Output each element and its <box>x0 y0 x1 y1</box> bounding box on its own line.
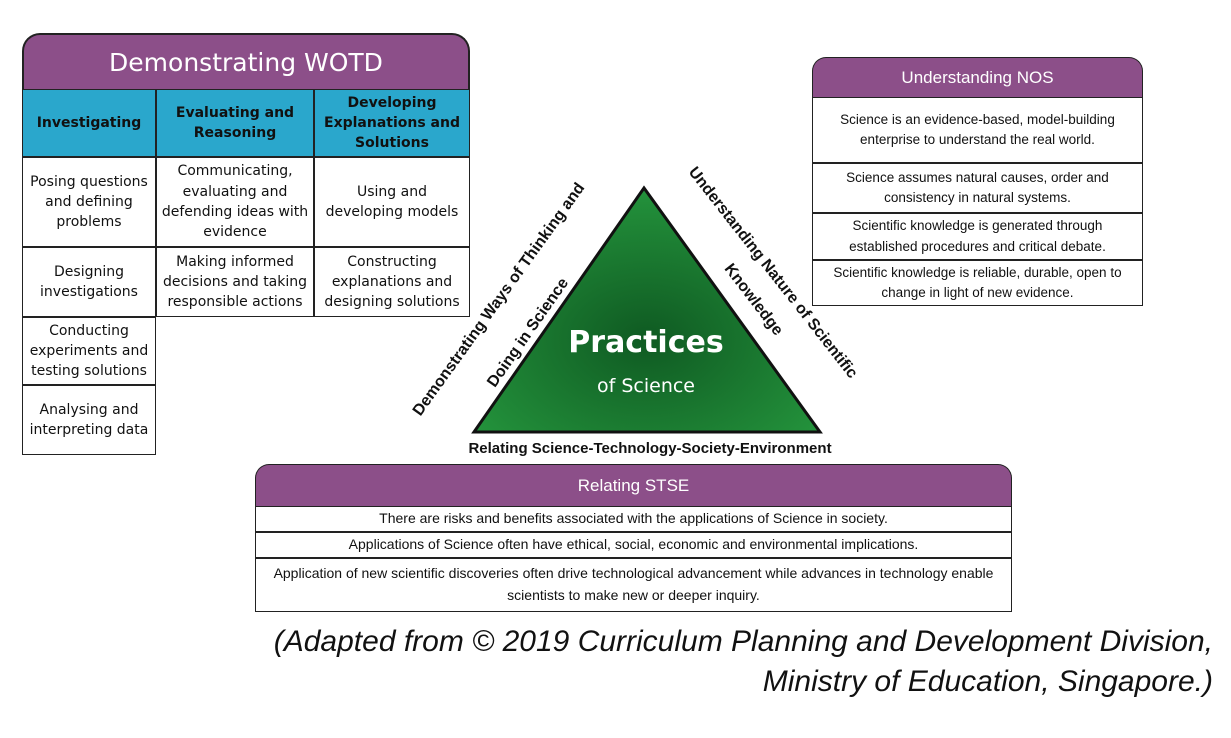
wotd-developing-item: Using and developing models <box>314 157 470 247</box>
wotd-header: Demonstrating WOTD <box>22 33 470 89</box>
wotd-column-developing: Developing Explanations and Solutions <box>314 89 470 157</box>
wotd-investigating-item: Conducting experiments and testing solut… <box>22 317 156 385</box>
credit-line-1: (Adapted from © 2019 Curriculum Planning… <box>273 625 1213 658</box>
triangle-title: Practices <box>568 325 723 360</box>
nos-item: Science assumes natural causes, order an… <box>812 163 1143 213</box>
wotd-column-investigating: Investigating <box>22 89 156 157</box>
wotd-investigating-item: Analysing and interpreting data <box>22 385 156 455</box>
triangle-subtitle: of Science <box>597 375 695 397</box>
nos-item: Scientific knowledge is generated throug… <box>812 213 1143 260</box>
wotd-column-evaluating: Evaluating and Reasoning <box>156 89 314 157</box>
triangle-base-label: Relating Science-Technology-Society-Envi… <box>468 440 832 457</box>
wotd-investigating-item: Posing questions and defining problems <box>22 157 156 247</box>
practices-triangle <box>471 185 823 434</box>
wotd-evaluating-item: Communicating, evaluating and defending … <box>156 157 314 247</box>
source-credit: (Adapted from © 2019 Curriculum Planning… <box>274 622 1213 701</box>
stse-header: Relating STSE <box>255 464 1012 506</box>
wotd-evaluating-item: Making informed decisions and taking res… <box>156 247 314 317</box>
wotd-developing-item: Constructing explanations and designing … <box>314 247 470 317</box>
stse-item: Application of new scientific discoverie… <box>255 558 1012 612</box>
stse-item: There are risks and benefits associated … <box>255 506 1012 532</box>
nos-item: Science is an evidence-based, model-buil… <box>812 97 1143 163</box>
nos-header: Understanding NOS <box>812 57 1143 97</box>
credit-line-2: Ministry of Education, Singapore.) <box>762 664 1213 698</box>
nos-item: Scientific knowledge is reliable, durabl… <box>812 260 1143 306</box>
wotd-investigating-item: Designing investigations <box>22 247 156 317</box>
stse-item: Applications of Science often have ethic… <box>255 532 1012 558</box>
